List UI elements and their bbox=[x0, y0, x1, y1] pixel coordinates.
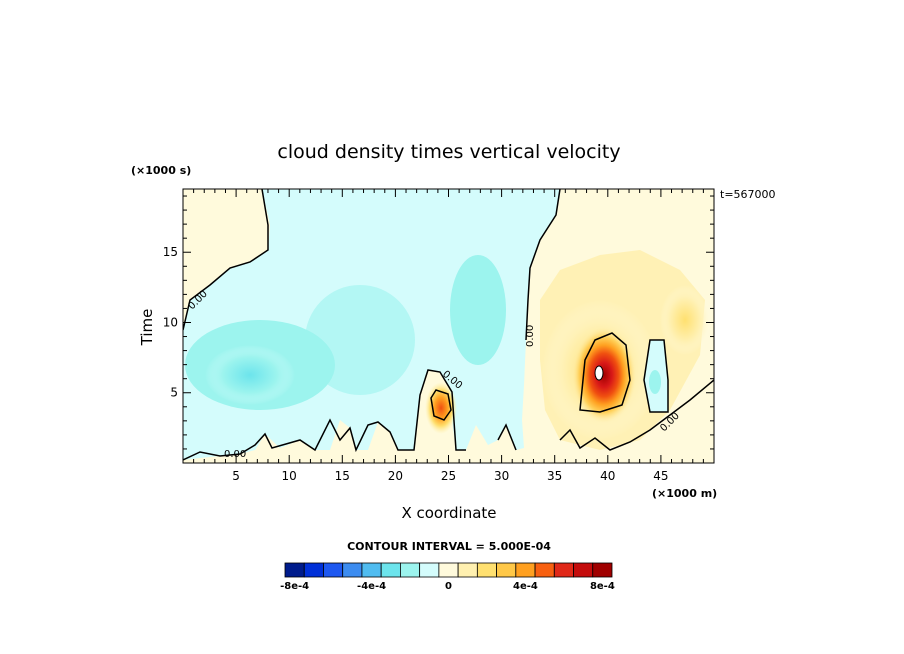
x-tick-label: 5 bbox=[232, 469, 240, 483]
negative-blob bbox=[205, 345, 295, 405]
colorbar-tick-label: 0 bbox=[445, 581, 452, 592]
x-tick-label: 35 bbox=[547, 469, 562, 483]
x-tick-label: 45 bbox=[653, 469, 668, 483]
negative-pocket-core bbox=[649, 370, 661, 394]
negative-blob bbox=[305, 285, 415, 395]
colorbar-swatch bbox=[284, 562, 305, 578]
x-tick-label: 10 bbox=[282, 469, 297, 483]
colorbar-tick-label: -4e-4 bbox=[357, 581, 386, 592]
x-tick-label: 15 bbox=[335, 469, 350, 483]
updraft-peak bbox=[594, 365, 604, 381]
colorbar-swatch bbox=[457, 562, 478, 578]
timestamp-label: t=567000 bbox=[720, 188, 776, 201]
colorbar-swatch bbox=[553, 562, 574, 578]
colorbar-tick-label: 4e-4 bbox=[513, 581, 538, 592]
x-tick-label: 25 bbox=[441, 469, 456, 483]
colorbar-swatch bbox=[303, 562, 324, 578]
colorbar-tick-label: -8e-4 bbox=[280, 581, 309, 592]
colorbar-swatch bbox=[342, 562, 363, 578]
colorbar-swatch bbox=[323, 562, 344, 578]
updraft-core bbox=[572, 327, 636, 423]
colorbar-swatch bbox=[380, 562, 401, 578]
colorbar-swatch bbox=[361, 562, 382, 578]
colorbar-swatch bbox=[592, 562, 613, 578]
y-axis-title: Time bbox=[138, 309, 156, 347]
colorbar-swatch bbox=[476, 562, 497, 578]
negative-blob bbox=[460, 260, 496, 320]
colorbar-tick-label: 8e-4 bbox=[590, 581, 615, 592]
chart-title: cloud density times vertical velocity bbox=[277, 141, 620, 163]
y-axis: 5 10 15 bbox=[163, 195, 714, 450]
y-tick-label: 5 bbox=[170, 386, 178, 400]
colorbar bbox=[284, 562, 613, 578]
x-tick-label: 20 bbox=[388, 469, 403, 483]
colorbar-swatch bbox=[438, 562, 459, 578]
contour-interval-label: CONTOUR INTERVAL = 5.000E-04 bbox=[347, 540, 551, 553]
y-units-label: (×1000 s) bbox=[131, 164, 191, 177]
y-tick-label: 10 bbox=[163, 315, 178, 329]
colorbar-labels: -8e-4 -4e-4 0 4e-4 8e-4 bbox=[280, 581, 615, 592]
colorbar-swatch bbox=[496, 562, 517, 578]
colorbar-swatch bbox=[515, 562, 536, 578]
colorbar-swatch bbox=[573, 562, 594, 578]
x-axis: 5 10 15 20 25 30 35 40 45 bbox=[193, 189, 704, 483]
positive-cell bbox=[425, 382, 457, 434]
y-tick-label: 15 bbox=[163, 245, 178, 259]
colorbar-swatch bbox=[419, 562, 440, 578]
x-tick-label: 40 bbox=[600, 469, 615, 483]
colorbar-swatch bbox=[534, 562, 555, 578]
x-tick-label: 30 bbox=[494, 469, 509, 483]
positive-lobe bbox=[660, 285, 710, 355]
contour-label: 0.00 bbox=[525, 325, 536, 347]
zero-contours bbox=[183, 189, 714, 461]
colorbar-swatch bbox=[400, 562, 421, 578]
contour-label: 0.00 bbox=[224, 449, 246, 460]
contour-field bbox=[183, 189, 714, 463]
x-axis-title: X coordinate bbox=[401, 504, 496, 522]
x-units-label: (×1000 m) bbox=[652, 487, 717, 500]
